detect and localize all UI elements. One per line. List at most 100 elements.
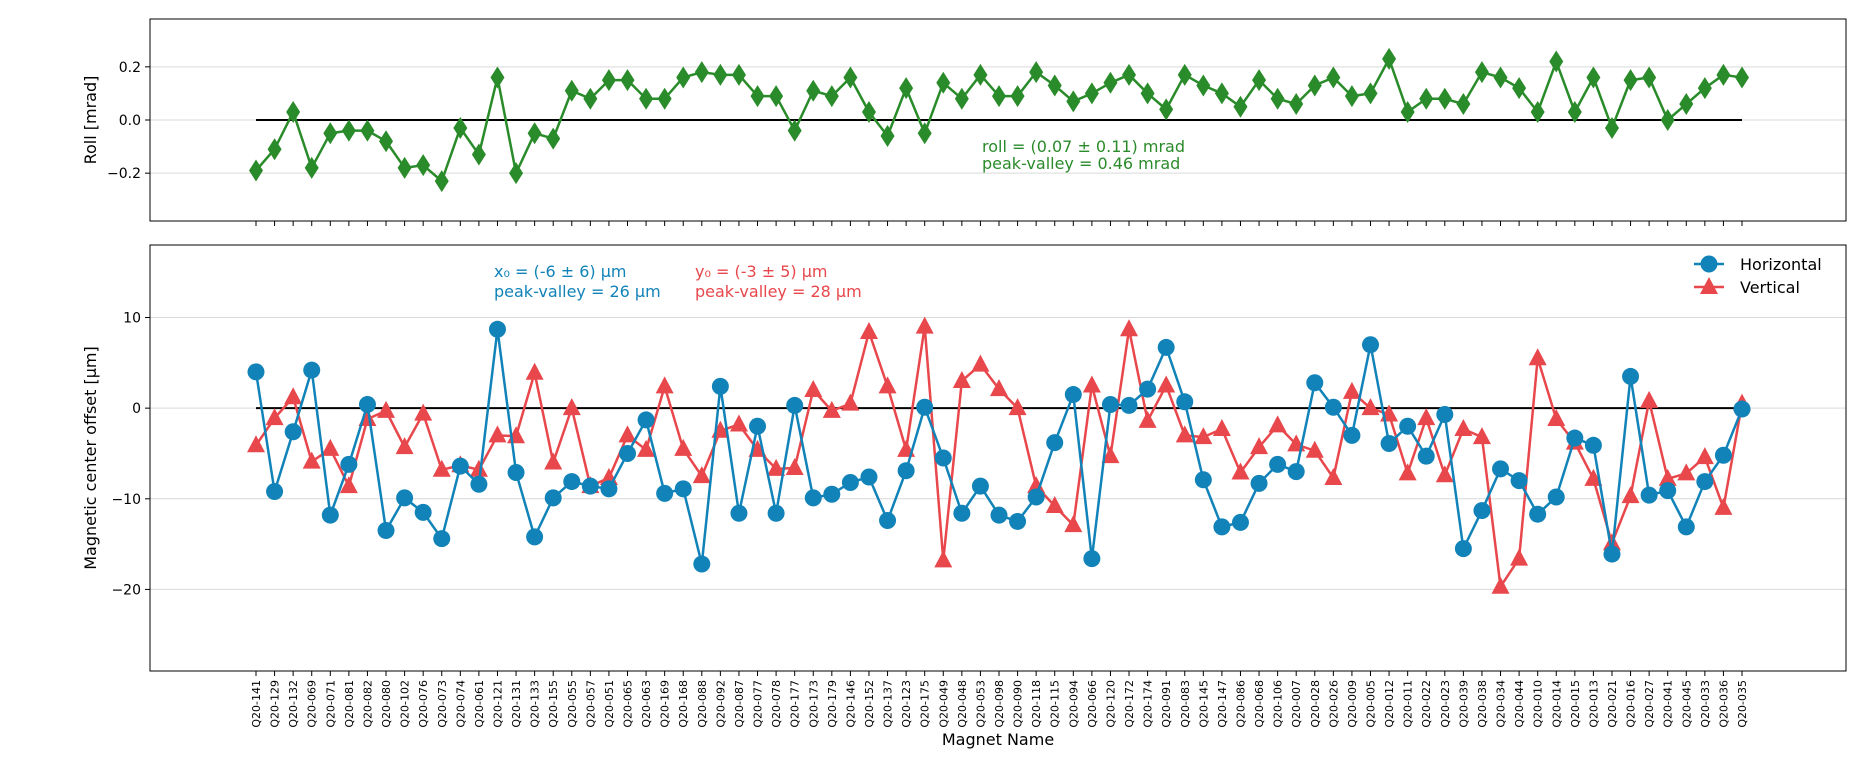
horizontal-data-point [1324, 398, 1342, 416]
vertical-data-point [1435, 465, 1454, 483]
vertical-data-point [321, 438, 340, 456]
roll-data-point [1400, 101, 1415, 124]
roll-data-point [992, 85, 1006, 108]
legend: Horizontal Vertical [1694, 255, 1822, 297]
horizontal-data-point [284, 423, 302, 441]
roll-data-point [379, 130, 394, 153]
roll-data-point [694, 61, 709, 84]
roll-data-point [917, 122, 932, 145]
vertical-data-point [822, 400, 841, 418]
y-tick-label: −0.2 [107, 166, 141, 182]
roll-data-point [1474, 61, 1489, 84]
vertical-data-point [618, 425, 637, 443]
vertical-data-point [544, 452, 563, 470]
x-tick-label: Q20-082 [361, 680, 374, 728]
vertical-data-point [1064, 515, 1083, 533]
x-tick-label: Q20-152 [863, 680, 876, 728]
horizontal-data-point [1622, 367, 1640, 385]
horizontal-data-point [247, 363, 265, 381]
x-tick-label: Q20-141 [250, 680, 263, 728]
vertical-data-point [1602, 533, 1621, 551]
horizontal-data-point [1492, 460, 1510, 478]
vertical-data-point [1305, 440, 1324, 458]
vertical-data-point [990, 379, 1008, 397]
roll-annotation-line: roll = (0.07 ± 0.11) mrad [982, 137, 1185, 156]
x-tick-label: Q20-007 [1290, 680, 1303, 728]
roll-data-point [1159, 98, 1174, 121]
plot-frame [149, 244, 1847, 672]
horizontal-data-point [470, 475, 488, 493]
horizontal-data-point [1436, 405, 1454, 423]
roll-data-point [1567, 101, 1582, 124]
vertical-data-point [655, 376, 674, 394]
horizontal-data-point [1250, 474, 1268, 492]
horizontal-data-point [488, 320, 506, 338]
vertical-data-point [1194, 427, 1213, 445]
x-tick-label: Q20-068 [1253, 680, 1266, 728]
roll-data-point [880, 124, 895, 147]
roll-data-point [676, 66, 691, 89]
vertical-data-point [934, 550, 953, 568]
vertical-data-point [1008, 398, 1027, 416]
horizontal-data-point [1009, 512, 1027, 530]
x-tick-label: Q20-118 [1030, 680, 1043, 728]
horizontal-data-point [1454, 540, 1472, 558]
vertical-data-point [488, 425, 507, 443]
x-tick-label: Q20-120 [1104, 680, 1117, 728]
x-tick-label: Q20-121 [491, 680, 504, 728]
roll-data-point [936, 71, 951, 94]
vertical-data-point [1584, 468, 1603, 486]
x-tick-label: Q20-012 [1383, 680, 1396, 728]
vertical-data-point [785, 457, 804, 475]
horizontal-data-point [526, 528, 544, 546]
roll-data-point [304, 156, 319, 179]
horizontal-data-point [600, 480, 618, 498]
vertical-data-point [1101, 446, 1120, 464]
x-tick-label: Q20-175 [919, 680, 932, 728]
vertical-data-point [878, 376, 897, 394]
horizontal-data-point [1139, 380, 1157, 398]
x-tick-label: Q20-174 [1142, 680, 1155, 728]
horizontal-data-point [1362, 336, 1379, 354]
x-tick-label: Q20-013 [1587, 680, 1600, 728]
vertical-data-point [692, 466, 711, 484]
vertical-data-point [859, 322, 878, 340]
x-tick-label: Q20-173 [807, 680, 820, 728]
vertical-data-point [1621, 486, 1640, 504]
x-tick-label: Q20-078 [770, 680, 783, 728]
legend-marker [1700, 277, 1718, 294]
x-tick-label: Q20-073 [436, 680, 449, 728]
horizontal-data-point [1083, 550, 1101, 568]
horizontal-data-point [897, 462, 915, 480]
vertical-data-point [562, 398, 581, 416]
roll-data-point [1456, 93, 1471, 116]
horizontal-data-point [934, 449, 952, 467]
horizontal-data-point [953, 504, 971, 522]
horizontal-annotation-line: peak-valley = 26 μm [494, 282, 661, 301]
vertical-data-point [1045, 496, 1064, 514]
roll-data-point [360, 119, 375, 142]
y-tick-label: 0 [132, 401, 141, 417]
roll-panel: −0.2 0.0 0.2 Roll [mrad] roll = (0.07 ± 0.11… [81, 18, 1847, 226]
x-tick-label: Q20-088 [696, 680, 709, 728]
horizontal-data-point [879, 512, 897, 530]
x-tick-label: Q20-057 [584, 680, 597, 728]
roll-data-point [1716, 63, 1731, 86]
vertical-data-point [1472, 427, 1491, 445]
horizontal-data-point [1399, 417, 1417, 435]
x-tick-label: Q20-028 [1309, 680, 1322, 728]
horizontal-data-point [1547, 488, 1565, 506]
legend-label: Horizontal [1740, 255, 1822, 274]
horizontal-data-point [433, 530, 451, 548]
x-tick-label: Q20-106 [1272, 680, 1285, 728]
vertical-data-point [1454, 418, 1473, 436]
vertical-data-point [1120, 319, 1139, 337]
roll-data-point [583, 87, 598, 110]
roll-data-point [341, 119, 356, 142]
horizontal-data-point [1157, 338, 1175, 356]
x-tick-label: Q20-065 [622, 680, 635, 728]
horizontal-data-point [377, 522, 395, 540]
roll-data-point [713, 63, 728, 86]
horizontal-data-point [1659, 482, 1677, 500]
vertical-data-point [1677, 463, 1696, 481]
